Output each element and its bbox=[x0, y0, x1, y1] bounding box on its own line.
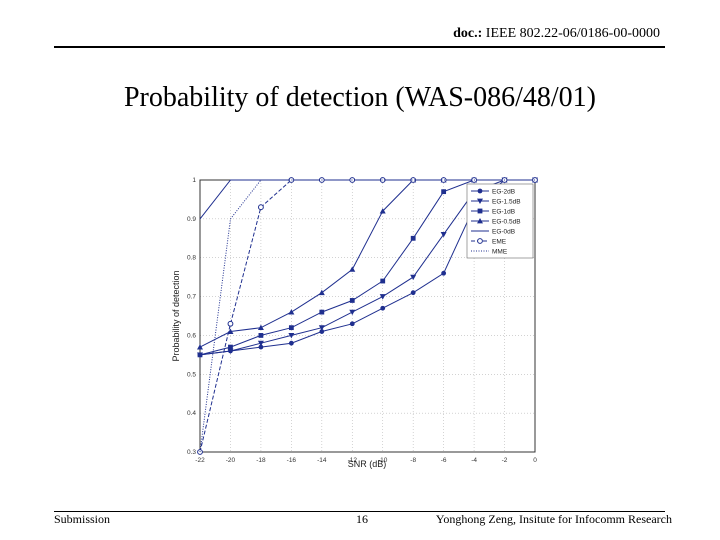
data-point bbox=[227, 348, 234, 354]
data-point bbox=[258, 333, 264, 338]
data-point bbox=[349, 266, 356, 272]
x-axis-label: SNR (dB) bbox=[348, 459, 387, 469]
x-tick-label: 0 bbox=[533, 457, 537, 464]
legend-label: EG-2dB bbox=[492, 189, 515, 196]
y-axis-label: Probability of detection bbox=[171, 270, 181, 361]
data-point bbox=[227, 320, 234, 327]
data-point bbox=[288, 340, 294, 346]
footer-rule bbox=[54, 511, 665, 512]
series-MME bbox=[199, 179, 535, 453]
legend-label: EG-0dB bbox=[492, 229, 515, 236]
data-point bbox=[319, 309, 325, 315]
detection-chart: -22 -20 -18 -16 -14 -12 -10 -8 -6 -4 -2 00.30.40.50… bbox=[165, 168, 555, 473]
doc-header: doc.: IEEE 802.22-06/0186-00-0000 bbox=[453, 26, 660, 42]
header-rule bbox=[54, 46, 665, 48]
slide-title: Probability of detection (WAS-086/48/01) bbox=[123, 82, 597, 113]
y-tick-label: 0.4 bbox=[187, 410, 196, 417]
footer-author: Yonghong Zeng, Insitute for Infocomm Res… bbox=[435, 512, 672, 526]
data-point bbox=[441, 270, 447, 276]
legend-label: EG-1.5dB bbox=[492, 199, 521, 206]
data-point bbox=[197, 352, 203, 358]
y-tick-label: 0.7 bbox=[187, 294, 196, 301]
data-point bbox=[532, 177, 538, 183]
x-tick-label: -20 bbox=[226, 457, 236, 464]
chart-legend: EG-2dB EG-1.5dB EG-1dB EG-0.5dB EG-0dB EME MME bbox=[466, 183, 534, 259]
y-tick-label: 0.3 bbox=[187, 449, 196, 456]
x-tick-label: -12 bbox=[348, 457, 358, 464]
axis-ticks: -22 -20 -18 -16 -14 -12 -10 -8 -6 -4 -2 00.30.40.50… bbox=[187, 177, 537, 464]
data-point bbox=[379, 294, 386, 300]
series-line bbox=[199, 179, 535, 453]
data-point bbox=[349, 309, 356, 316]
data-point bbox=[288, 309, 295, 315]
data-point bbox=[318, 289, 325, 296]
x-tick-label: -14 bbox=[317, 457, 327, 464]
y-tick-label: 1 bbox=[192, 177, 196, 184]
y-tick-label: 0.5 bbox=[187, 371, 196, 378]
data-point bbox=[440, 177, 447, 183]
data-point bbox=[410, 274, 417, 281]
data-point bbox=[197, 344, 203, 350]
doc-label: doc.: bbox=[453, 26, 483, 41]
x-tick-label: -2 bbox=[502, 457, 508, 464]
x-tick-label: -16 bbox=[287, 457, 297, 464]
x-tick-label: -18 bbox=[256, 457, 266, 464]
doc-number: IEEE 802.22-06/0186-00-0000 bbox=[485, 26, 660, 41]
x-tick-label: -6 bbox=[441, 457, 447, 464]
data-point bbox=[380, 305, 386, 311]
x-tick-label: -10 bbox=[378, 457, 388, 464]
legend-label: EME bbox=[492, 239, 507, 246]
data-point bbox=[349, 298, 355, 303]
data-point bbox=[258, 204, 264, 211]
data-point bbox=[319, 329, 325, 334]
data-point bbox=[379, 208, 386, 214]
data-point bbox=[257, 340, 264, 347]
x-tick-label: -8 bbox=[410, 457, 416, 464]
legend-marker bbox=[477, 218, 483, 224]
legend-label: EG-1dB bbox=[492, 209, 515, 216]
data-point bbox=[440, 232, 447, 238]
legend-marker bbox=[477, 188, 483, 194]
y-tick-label: 0.8 bbox=[187, 255, 196, 262]
data-point bbox=[349, 321, 355, 327]
data-point bbox=[288, 333, 295, 339]
data-point bbox=[410, 177, 417, 183]
legend-marker bbox=[477, 238, 483, 244]
data-point bbox=[380, 278, 386, 284]
data-point bbox=[441, 189, 447, 195]
data-point bbox=[379, 177, 386, 183]
x-tick-label: -4 bbox=[471, 457, 477, 464]
page-number: 16 bbox=[356, 512, 368, 526]
data-point bbox=[410, 235, 416, 241]
data-point bbox=[257, 324, 264, 331]
legend-marker bbox=[477, 208, 483, 214]
data-point bbox=[288, 325, 294, 331]
data-point bbox=[228, 344, 233, 350]
data-point bbox=[410, 290, 416, 296]
footer-left: Submission bbox=[54, 512, 111, 526]
x-tick-label: -22 bbox=[195, 457, 205, 464]
legend-label: EG-0.5dB bbox=[492, 219, 521, 226]
data-point bbox=[258, 344, 264, 350]
data-point bbox=[318, 325, 325, 331]
y-tick-label: 0.6 bbox=[187, 332, 196, 339]
legend-label: MME bbox=[492, 249, 508, 256]
data-point bbox=[227, 328, 234, 334]
y-tick-label: 0.9 bbox=[187, 216, 196, 223]
legend-marker bbox=[477, 198, 483, 204]
